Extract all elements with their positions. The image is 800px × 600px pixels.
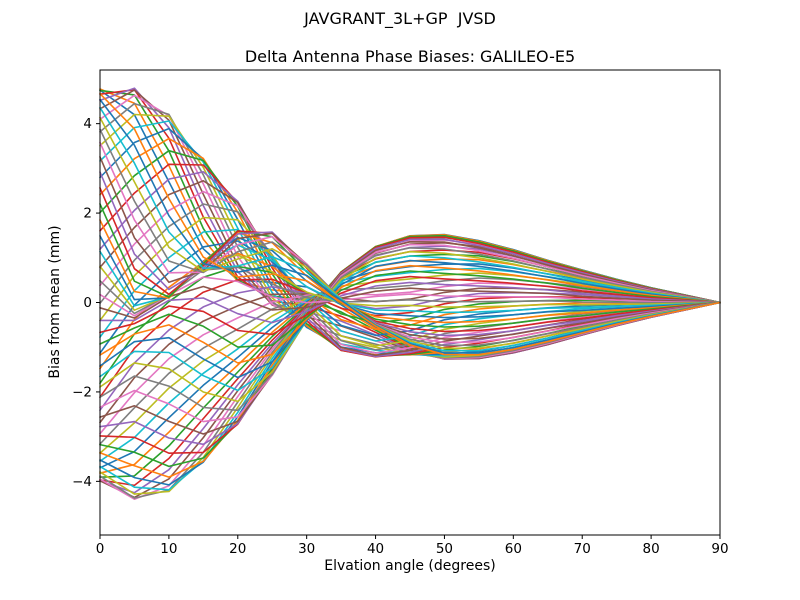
x-tick-label: 30 <box>298 541 315 557</box>
series-line-az-265 <box>99 275 721 336</box>
series-line-az-275 <box>99 285 721 319</box>
series-line-az-315 <box>99 187 721 333</box>
x-tick-label: 90 <box>711 541 728 557</box>
series-line-az-175 <box>99 242 721 499</box>
series-lines <box>99 87 721 501</box>
x-tick-label: 50 <box>436 541 453 557</box>
y-tick-label: 2 <box>83 206 92 222</box>
axes-title: Delta Antenna Phase Biases: GALILEO-E5 <box>244 47 576 66</box>
x-tick-label: 70 <box>574 541 591 557</box>
x-tick-label: 10 <box>160 541 177 557</box>
series-line-az-245 <box>99 255 721 392</box>
series-line-az-270 <box>99 281 721 324</box>
series-line-az-220 <box>99 238 721 446</box>
axes-frame <box>99 69 721 536</box>
series-line-az-335 <box>99 128 721 347</box>
x-tick-label: 80 <box>643 541 660 557</box>
series-line-az-250 <box>99 259 721 379</box>
series-line-az-225 <box>99 241 721 435</box>
series-line-az-280 <box>99 276 721 317</box>
axis-ticks: 0 10 20 30 40 50 60 70 80 90 −4 −2 0 2 4 <box>72 116 729 557</box>
x-tick-label: 60 <box>505 541 522 557</box>
series-line-az-255 <box>99 264 721 364</box>
y-tick-label: 0 <box>83 295 92 311</box>
x-tick-label: 40 <box>367 541 384 557</box>
x-axis-label: Elvation angle (degrees) <box>324 558 496 574</box>
x-tick-label: 20 <box>229 541 246 557</box>
y-tick-label: 4 <box>83 116 92 132</box>
series-line-az-340 <box>99 116 721 350</box>
y-tick-label: −4 <box>72 474 92 490</box>
series-line-az-355 <box>99 92 721 356</box>
series-line-az-235 <box>99 247 721 412</box>
series-line-az-305 <box>99 219 721 324</box>
series-line-az-230 <box>99 243 721 423</box>
series-line-az-260 <box>99 270 721 348</box>
x-tick-label: 0 <box>96 541 105 557</box>
y-axis-label: Bias from mean (mm) <box>47 225 63 379</box>
figure-title: JAVGRANT_3L+GP JVSD <box>304 9 496 28</box>
y-tick-label: −2 <box>72 384 92 400</box>
series-line-az-345 <box>99 106 721 352</box>
series-line-az-240 <box>99 250 721 403</box>
